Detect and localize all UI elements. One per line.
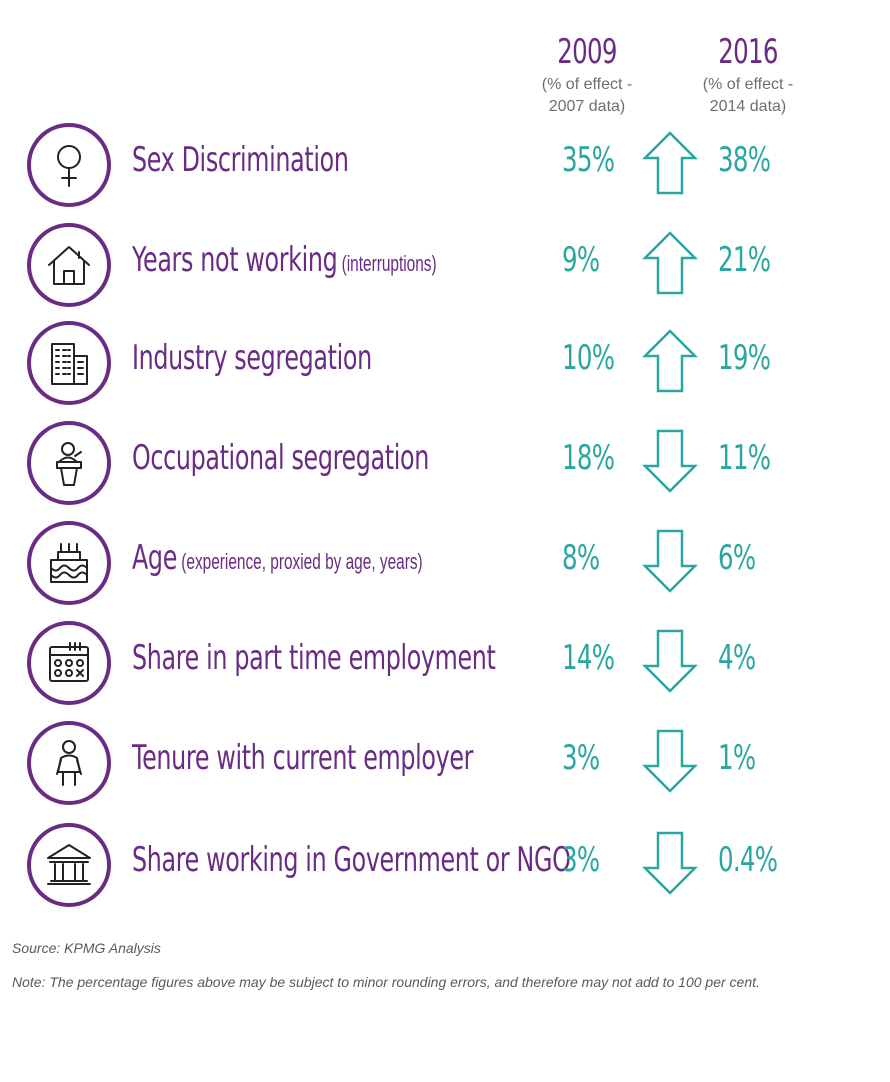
factor-label: Industry segregation xyxy=(132,338,372,378)
factor-row: Years not working (interruptions) 9% 21% xyxy=(0,218,890,318)
factor-label: Sex Discrimination xyxy=(132,140,349,180)
rounding-note: Note: The percentage figures above may b… xyxy=(12,974,760,990)
factor-label: Tenure with current employer xyxy=(132,738,473,778)
birthday-cake-icon xyxy=(27,521,111,605)
factor-row: Industry segregation 10% 19% xyxy=(0,316,890,416)
arrow-down-icon xyxy=(641,529,699,593)
trend-arrow-shape xyxy=(641,131,699,195)
woman-icon xyxy=(27,721,111,805)
arrow-down-icon xyxy=(641,729,699,793)
column-subtitle-line2: 2014 data) xyxy=(709,98,787,115)
value-2016: 11% xyxy=(718,438,771,478)
factor-row: Age (experience, proxied by age, years) 8… xyxy=(0,516,890,616)
factor-label-text: Tenure with current employer xyxy=(132,738,474,778)
arrow-up-icon xyxy=(641,329,699,393)
arrow-down-icon xyxy=(641,429,699,493)
factor-label-text: Share working in Government or NGO xyxy=(132,840,571,880)
calendar-icon xyxy=(27,621,111,705)
arrow-up-icon xyxy=(641,131,699,195)
woman-at-podium-icon xyxy=(27,421,111,505)
value-2016: 38% xyxy=(718,140,771,180)
factor-label-text: Sex Discrimination xyxy=(132,140,349,180)
factor-row: Occupational segregation 18% 11% xyxy=(0,416,890,516)
factor-label: Share in part time employment xyxy=(132,638,496,678)
value-2016: 0.4% xyxy=(718,840,778,880)
factor-label: Occupational segregation xyxy=(132,438,429,478)
arrow-down-icon xyxy=(641,831,699,895)
value-2009: 3% xyxy=(562,840,600,880)
factor-label-text: Occupational segregation xyxy=(132,438,429,478)
value-2016: 21% xyxy=(718,240,771,280)
trend-arrow-shape xyxy=(641,529,699,593)
column-subtitle-line2: 2007 data) xyxy=(548,98,626,115)
trend-arrow-shape xyxy=(641,231,699,295)
trend-arrow-shape xyxy=(641,329,699,393)
value-2016: 4% xyxy=(718,638,756,678)
factor-label-note: (experience, proxied by age, years) xyxy=(176,549,423,574)
house-icon xyxy=(27,223,111,307)
factor-label: Years not working (interruptions) xyxy=(132,240,437,280)
factor-label-text: Age xyxy=(132,538,177,578)
factor-row: Sex Discrimination 35% 38% xyxy=(0,118,890,218)
female-symbol-icon xyxy=(27,123,111,207)
factor-row: Tenure with current employer 3% 1% xyxy=(0,716,890,816)
value-2009: 8% xyxy=(562,538,600,578)
value-2016: 19% xyxy=(718,338,771,378)
trend-arrow-shape xyxy=(641,629,699,693)
arrow-up-icon xyxy=(641,231,699,295)
value-2009: 9% xyxy=(562,240,600,280)
source-note: Source: KPMG Analysis xyxy=(12,940,161,956)
value-2009: 18% xyxy=(562,438,615,478)
factor-label-note: (interruptions) xyxy=(337,251,437,276)
government-building-icon xyxy=(27,823,111,907)
value-2009: 35% xyxy=(562,140,615,180)
factor-row: Share in part time employment 14% 4% xyxy=(0,616,890,716)
factor-label-text: Years not working xyxy=(132,240,338,280)
value-2016: 1% xyxy=(718,738,756,778)
value-2009: 10% xyxy=(562,338,615,378)
column-header-2009: 2009 (% of effect - 2007 data) xyxy=(522,30,652,118)
trend-arrow-shape xyxy=(641,831,699,895)
column-subtitle-line1: (% of effect - xyxy=(702,76,794,93)
value-2009: 14% xyxy=(562,638,615,678)
column-year: 2016 xyxy=(718,32,778,72)
trend-arrow-shape xyxy=(641,429,699,493)
factor-label: Share working in Government or NGO xyxy=(132,840,571,880)
arrow-down-icon xyxy=(641,629,699,693)
column-year: 2009 xyxy=(557,32,617,72)
factor-label: Age (experience, proxied by age, years) xyxy=(132,538,423,578)
factor-label-text: Share in part time employment xyxy=(132,638,496,678)
trend-arrow-shape xyxy=(641,729,699,793)
value-2009: 3% xyxy=(562,738,600,778)
buildings-icon xyxy=(27,321,111,405)
value-2016: 6% xyxy=(718,538,756,578)
factor-row: Share working in Government or NGO 3% 0.4% xyxy=(0,818,890,918)
column-subtitle-line1: (% of effect - xyxy=(541,76,633,93)
factor-label-text: Industry segregation xyxy=(132,338,372,378)
column-header-2016: 2016 (% of effect - 2014 data) xyxy=(683,30,813,118)
